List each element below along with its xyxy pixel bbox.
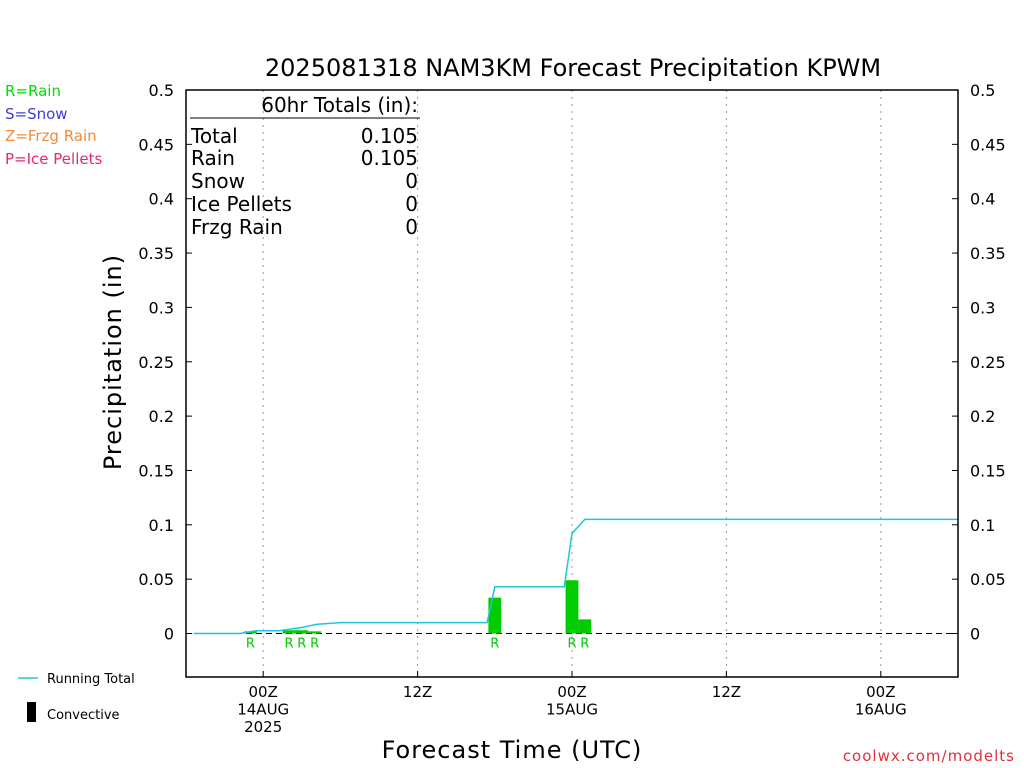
y-tick-label-right: 0.3 [970, 298, 995, 317]
x-tick-label: 00Z [557, 683, 586, 701]
precip-bar [282, 630, 296, 634]
y-tick-label-right: 0.4 [970, 190, 995, 209]
y-tick-label: 0.35 [138, 244, 174, 263]
x-tick-label: 12Z [712, 683, 741, 701]
totals-heading: 60hr Totals (in): [261, 93, 418, 117]
y-tick-label: 0.45 [138, 135, 174, 154]
y-tick-label-right: 0.25 [970, 353, 1006, 372]
x-tick-label: 00Z [249, 683, 278, 701]
chart-title: 2025081318 NAM3KM Forecast Precipitation… [265, 54, 881, 82]
totals-value-rain: 0.105 [361, 146, 418, 170]
precip-bars [243, 580, 592, 634]
x-axis-label: Forecast Time (UTC) [382, 736, 643, 764]
precip-type-label: R [284, 637, 293, 652]
y-tick-label: 0.3 [149, 298, 174, 317]
convective-legend-label: Convective [47, 708, 120, 723]
source-credit: coolwx.com/modelts [843, 747, 1015, 765]
totals-value-ice-pellets: 0 [405, 192, 418, 216]
precip-type-label: R [297, 637, 306, 652]
totals-value-snow: 0 [405, 169, 418, 193]
y-tick-label: 0.4 [149, 190, 174, 209]
y-tick-label: 0 [164, 625, 174, 644]
y-ticks: 0 00.05 0.050.1 0.10.15 0.150.2 0.20.25 0.250.… [138, 81, 1005, 644]
y-tick-label-right: 0.2 [970, 407, 995, 426]
totals-value-frzg-rain: 0 [405, 215, 418, 239]
y-tick-label: 0.5 [149, 81, 174, 100]
precip-type-label: R [246, 637, 255, 652]
x-tick-label: 2025 [244, 718, 282, 736]
running-total-line [193, 518, 958, 635]
running-total-legend-label: Running Total [47, 672, 135, 687]
y-tick-label: 0.05 [138, 570, 174, 589]
y-axis-label: Precipitation (in) [99, 254, 127, 470]
y-tick-label-right: 0.35 [970, 244, 1006, 263]
y-tick-label-right: 0.45 [970, 135, 1006, 154]
y-tick-label-right: 0.15 [970, 461, 1006, 480]
x-tick-label: 00Z [866, 683, 895, 701]
totals-label-snow: Snow [191, 169, 245, 193]
legend-rain: R=Rain [5, 82, 61, 100]
plot-frame [185, 89, 959, 678]
bottom-legend: Running Total Convective [18, 672, 135, 723]
y-tick-label-right: 0.05 [970, 570, 1006, 589]
precip-type-label: R [490, 637, 499, 652]
y-tick-label-right: 0.5 [970, 81, 995, 100]
y-tick-label: 0.2 [149, 407, 174, 426]
precip-type-label: R [567, 637, 576, 652]
precip-type-legend: R=Rain S=Snow Z=Frzg Rain P=Ice Pellets [5, 82, 102, 168]
y-tick-label-right: 0.1 [970, 516, 995, 535]
precip-bar [295, 630, 309, 634]
y-tick-label: 0.1 [149, 516, 174, 535]
convective-legend-swatch [27, 702, 36, 722]
y-tick-label: 0.25 [138, 353, 174, 372]
precip-bar [565, 580, 579, 634]
x-tick-label: 16AUG [855, 701, 907, 719]
totals-label-rain: Rain [191, 146, 235, 170]
totals-label-ice-pellets: Ice Pellets [191, 192, 292, 216]
precip-bar [578, 619, 592, 634]
precip-bar [308, 631, 322, 634]
precip-type-label: R [310, 637, 319, 652]
legend-ice-pellets: P=Ice Pellets [5, 150, 102, 168]
totals-box: 60hr Totals (in): Total 0.105 Rain 0.105… [190, 93, 420, 239]
y-tick-label: 0.15 [138, 461, 174, 480]
x-tick-label: 12Z [403, 683, 432, 701]
precip-type-label: R [580, 637, 589, 652]
totals-value-total: 0.105 [361, 124, 418, 148]
legend-snow: S=Snow [5, 105, 68, 123]
legend-frzg-rain: Z=Frzg Rain [5, 127, 97, 145]
totals-label-frzg-rain: Frzg Rain [191, 215, 283, 239]
x-tick-label: 15AUG [546, 701, 598, 719]
precip-bar [488, 597, 502, 634]
x-tick-label: 14AUG [237, 701, 289, 719]
y-tick-label-right: 0 [970, 625, 980, 644]
totals-label-total: Total [190, 124, 238, 148]
